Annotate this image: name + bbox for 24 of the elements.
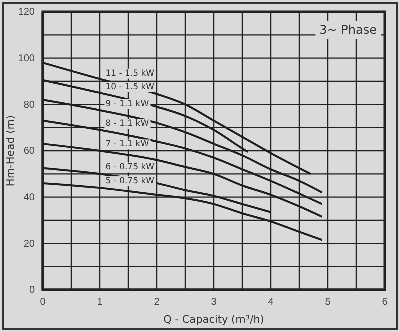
y-tick-label: 100 [18,54,36,65]
y-tick-label: 20 [24,238,36,250]
series-label: 9 - 1.1 kW [106,100,150,110]
x-tick-label: 6 [382,297,388,308]
x-tick-label: 5 [325,297,332,308]
x-axis-title: Q - Capacity (m³/h) [164,314,264,326]
y-tick-label: 80 [24,100,36,111]
series-label: 6 - 0.75 kW [106,162,156,173]
series-label: 8 - 1.1 kW [106,119,150,130]
series-label: 7 - 1.1 kW [106,140,150,150]
series-label: 11 - 1.5 kW [106,68,156,79]
x-tick-label: 0 [40,297,46,308]
y-tick-label: 60 [24,146,36,158]
x-tick-label: 4 [268,297,274,308]
y-tick-label: 40 [24,192,36,204]
y-tick-label: 120 [18,7,36,18]
y-tick-label: 0 [29,285,36,296]
x-tick-label: 2 [154,297,160,308]
x-tick-label: 3 [211,297,218,308]
y-axis-title: Hm-Head (m) [5,115,17,187]
series-label: 5 - 0.75 kW [106,176,156,187]
series-label: 10 - 1.5 kW [106,82,156,92]
x-tick-label: 1 [97,297,104,308]
text: 3~ Phase [320,23,377,37]
